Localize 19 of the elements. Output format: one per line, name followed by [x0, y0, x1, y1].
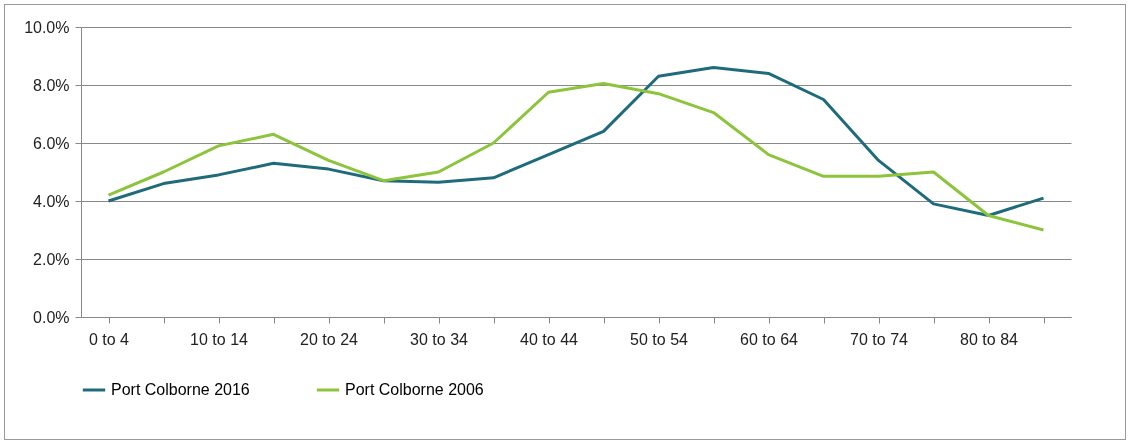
y-tick-label: 0.0% [33, 308, 70, 326]
y-tick-label: 8.0% [33, 76, 70, 94]
legend-label: Port Colborne 2016 [111, 381, 250, 398]
x-tick-label: 10 to 14 [190, 330, 249, 348]
x-tick-label: 20 to 24 [300, 330, 359, 348]
x-tick-label: 80 to 84 [960, 330, 1019, 348]
x-tick-label: 60 to 64 [740, 330, 799, 348]
y-tick-label: 10.0% [24, 18, 70, 36]
legend-label: Port Colborne 2006 [345, 381, 484, 398]
y-tick-label: 2.0% [33, 250, 70, 268]
line-series [107, 82, 1045, 232]
x-tick-label: 40 to 44 [520, 330, 579, 348]
x-tick-label: 30 to 34 [410, 330, 469, 348]
x-tick-label: 50 to 54 [630, 330, 689, 348]
x-tick-label: 70 to 74 [850, 330, 909, 348]
y-tick-label: 4.0% [33, 192, 70, 210]
y-tick-label: 6.0% [33, 134, 70, 152]
line-series [107, 66, 1045, 217]
x-tick-label: 0 to 4 [88, 330, 130, 348]
